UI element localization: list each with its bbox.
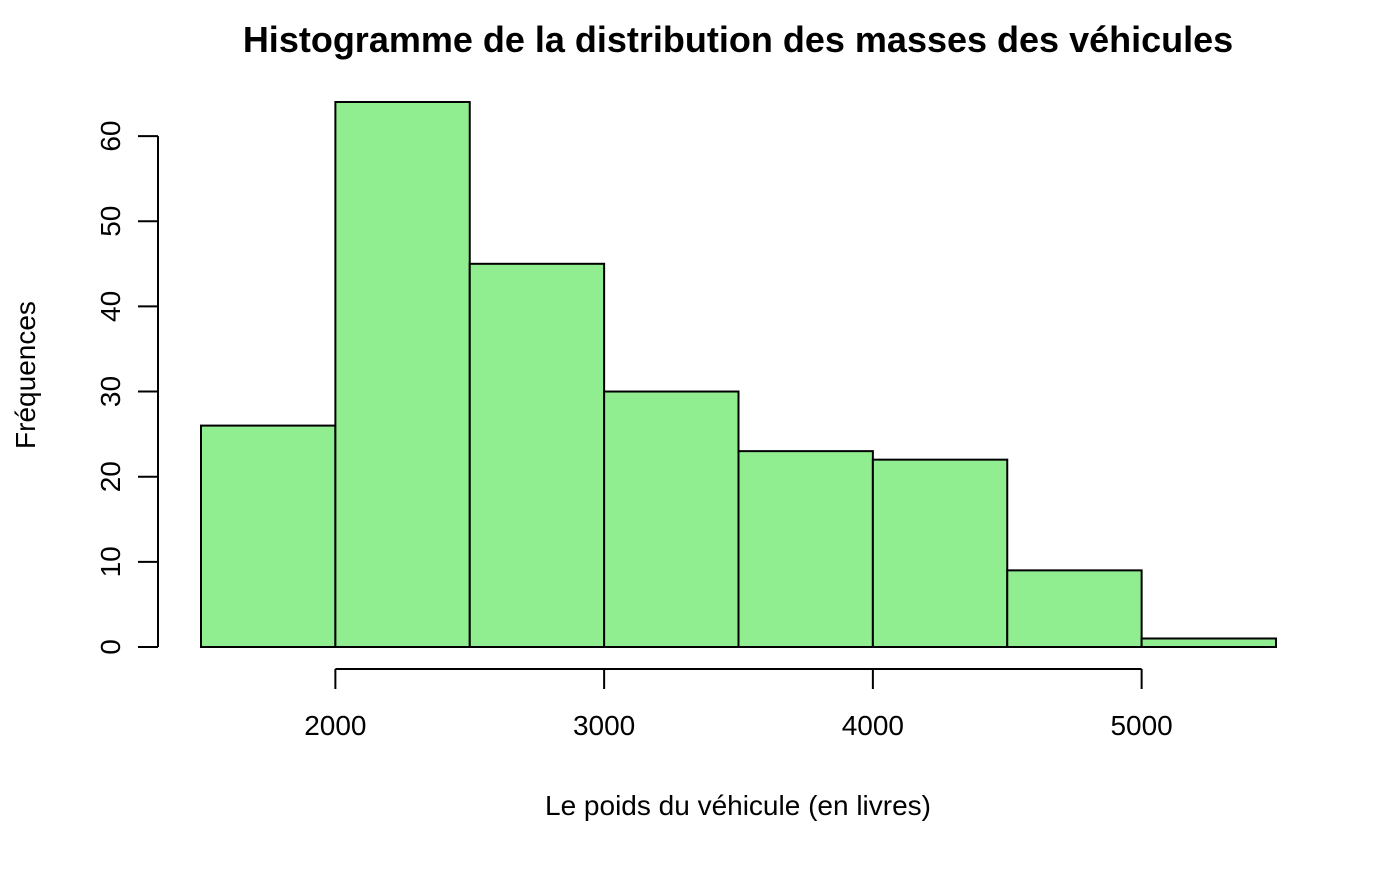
histogram-bar-2500-3000: [468, 262, 606, 648]
x-tick-label-3000: 3000: [573, 710, 635, 741]
x-tick-label-2000: 2000: [304, 710, 366, 741]
x-axis-label: Le poids du véhicule (en livres): [545, 790, 931, 821]
histogram-bars: [200, 101, 1277, 648]
y-tick-label-50: 50: [95, 206, 126, 237]
x-tick-label-4000: 4000: [842, 710, 904, 741]
y-tick-label-30: 30: [95, 376, 126, 407]
histogram-bar-2000-2500: [334, 101, 471, 648]
y-tick-label-0: 0: [95, 639, 126, 655]
y-tick-label-60: 60: [95, 120, 126, 151]
x-tick-label-5000: 5000: [1110, 710, 1172, 741]
y-axis-label: Fréquences: [10, 301, 41, 449]
histogram-bar-4500-5000: [1006, 569, 1143, 648]
histogram-bar-3000-3500: [603, 390, 740, 648]
y-tick-label-10: 10: [95, 546, 126, 577]
y-tick-label-40: 40: [95, 291, 126, 322]
y-axis: 0 10 20 30 40 50 60: [95, 120, 159, 655]
histogram-bar-4000-4500: [871, 458, 1009, 648]
histogram-bar-3500-4000: [737, 450, 874, 648]
chart-title: Histogramme de la distribution des masse…: [243, 19, 1233, 60]
x-axis: 2000 3000 4000 5000: [304, 668, 1173, 741]
y-tick-label-20: 20: [95, 461, 126, 492]
histogram-bar-5000-5500: [1140, 637, 1277, 648]
histogram-bar-1500-2000: [200, 424, 337, 648]
